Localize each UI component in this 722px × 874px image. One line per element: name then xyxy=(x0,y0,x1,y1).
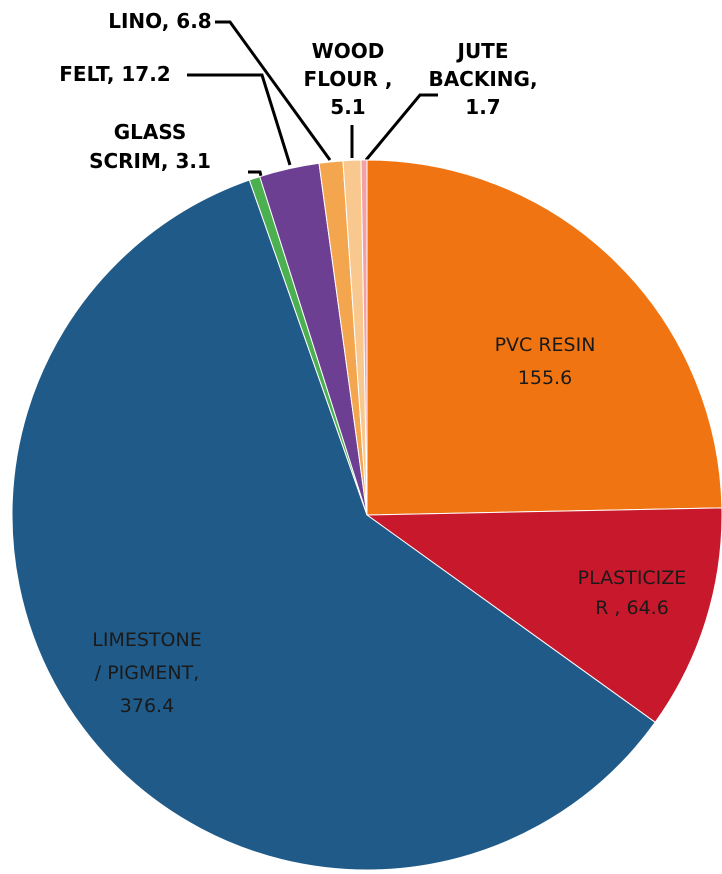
slice-label: LINO, 6.8 xyxy=(108,9,211,33)
pie-slice xyxy=(11,179,656,871)
label-line: 1.7 xyxy=(465,95,500,119)
pie-slice xyxy=(360,159,368,516)
label-line: PLASTICIZE xyxy=(578,567,687,589)
label-line: 5.1 xyxy=(330,95,365,119)
leader-line xyxy=(364,93,438,161)
slice-label: PLASTICIZE R , 64.6 xyxy=(578,567,687,619)
label-line: / PIGMENT, xyxy=(95,662,199,684)
label-line: FELT, 17.2 xyxy=(59,62,170,86)
label-line: WOOD xyxy=(312,39,385,63)
slices xyxy=(11,159,722,871)
slice-label: LIMESTONE / PIGMENT, 376.4 xyxy=(92,629,201,717)
leader-line xyxy=(187,73,292,166)
slice-label: JUTE BACKING, 1.7 xyxy=(428,39,537,119)
pie-slice xyxy=(366,159,722,516)
slice-label: FELT, 17.2 xyxy=(59,62,170,86)
label-line: 376.4 xyxy=(120,695,174,717)
leader-line xyxy=(215,20,332,161)
leader-lines xyxy=(187,20,438,181)
slice-label: WOOD FLOUR , 5.1 xyxy=(304,39,393,119)
label-line: BACKING, xyxy=(428,67,537,91)
label-line: PVC RESIN xyxy=(495,334,596,356)
label-line: JUTE xyxy=(456,39,509,63)
label-line: GLASS xyxy=(114,120,187,144)
label-line: 155.6 xyxy=(518,367,572,389)
label-line: FLOUR , xyxy=(304,67,393,91)
slice-label: GLASS SCRIM, 3.1 xyxy=(89,120,211,173)
slice-label: PVC RESIN 155.6 xyxy=(495,334,596,389)
label-line: R , 64.6 xyxy=(595,597,669,619)
label-line: SCRIM, 3.1 xyxy=(89,149,211,173)
label-line: LINO, 6.8 xyxy=(108,9,211,33)
label-line: LIMESTONE xyxy=(92,629,201,651)
